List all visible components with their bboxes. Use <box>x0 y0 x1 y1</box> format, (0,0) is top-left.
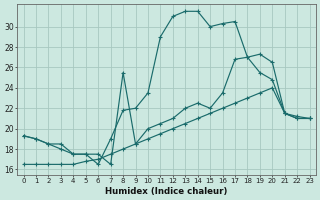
X-axis label: Humidex (Indice chaleur): Humidex (Indice chaleur) <box>105 187 228 196</box>
